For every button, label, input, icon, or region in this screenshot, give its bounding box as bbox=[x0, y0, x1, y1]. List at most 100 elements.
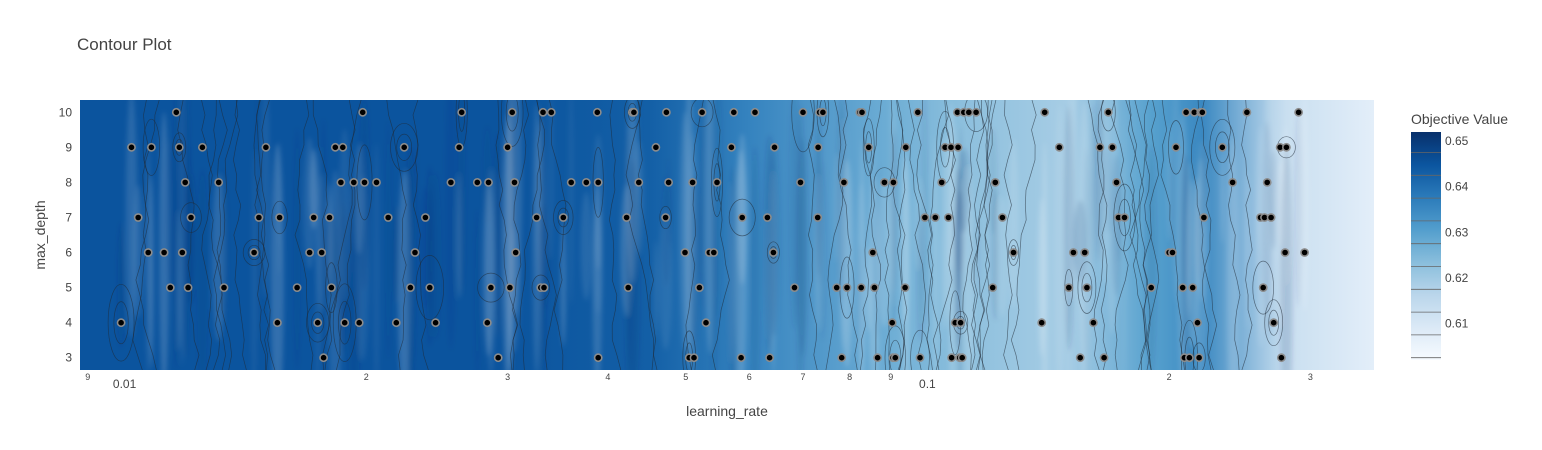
trial-point[interactable] bbox=[383, 213, 393, 222]
trial-point[interactable] bbox=[1185, 353, 1194, 363]
trial-point[interactable] bbox=[634, 177, 644, 187]
trial-point[interactable] bbox=[1075, 353, 1085, 363]
trial-point[interactable] bbox=[736, 353, 746, 363]
trial-point[interactable] bbox=[146, 142, 156, 152]
trial-point[interactable] bbox=[837, 353, 847, 363]
trial-point[interactable] bbox=[1095, 142, 1105, 152]
trial-point[interactable] bbox=[947, 353, 956, 363]
trial-point[interactable] bbox=[680, 248, 690, 257]
trial-point[interactable] bbox=[662, 107, 671, 117]
trial-point[interactable] bbox=[360, 177, 369, 187]
trial-point[interactable] bbox=[629, 107, 639, 117]
trial-point[interactable] bbox=[770, 142, 779, 152]
trial-point[interactable] bbox=[116, 318, 126, 328]
trial-point[interactable] bbox=[930, 213, 940, 222]
trial-point[interactable] bbox=[317, 248, 327, 257]
trial-point[interactable] bbox=[558, 213, 568, 222]
trial-point[interactable] bbox=[1277, 353, 1286, 363]
trial-point[interactable] bbox=[688, 177, 697, 187]
trial-point[interactable] bbox=[1193, 318, 1202, 328]
trial-point[interactable] bbox=[864, 142, 874, 152]
trial-point[interactable] bbox=[319, 353, 328, 363]
trial-point[interactable] bbox=[727, 142, 736, 152]
trial-point[interactable] bbox=[1194, 353, 1204, 363]
trial-point[interactable] bbox=[887, 318, 897, 328]
trial-point[interactable] bbox=[1181, 107, 1191, 117]
trial-points[interactable] bbox=[116, 107, 1309, 363]
trial-point[interactable] bbox=[593, 353, 603, 363]
trial-point[interactable] bbox=[873, 353, 882, 363]
trial-point[interactable] bbox=[457, 107, 467, 117]
trial-point[interactable] bbox=[1217, 142, 1227, 152]
trial-point[interactable] bbox=[454, 142, 464, 152]
trial-point[interactable] bbox=[532, 213, 541, 222]
trial-point[interactable] bbox=[946, 142, 956, 152]
trial-point[interactable] bbox=[484, 177, 493, 187]
trial-point[interactable] bbox=[1009, 248, 1018, 257]
trial-point[interactable] bbox=[813, 213, 823, 222]
trial-point[interactable] bbox=[446, 177, 456, 187]
trial-point[interactable] bbox=[750, 107, 760, 117]
trial-point[interactable] bbox=[486, 283, 496, 292]
trial-point[interactable] bbox=[971, 107, 981, 117]
trial-point[interactable] bbox=[581, 177, 591, 187]
trial-point[interactable] bbox=[410, 248, 420, 257]
trial-point[interactable] bbox=[593, 177, 603, 187]
trial-point[interactable] bbox=[1282, 142, 1291, 152]
trial-point[interactable] bbox=[651, 142, 661, 152]
trial-point[interactable] bbox=[798, 107, 808, 117]
trial-point[interactable] bbox=[868, 248, 878, 257]
trial-point[interactable] bbox=[305, 248, 314, 257]
trial-point[interactable] bbox=[177, 248, 187, 257]
trial-point[interactable] bbox=[842, 283, 852, 292]
trial-point[interactable] bbox=[1037, 318, 1047, 328]
trial-point[interactable] bbox=[1262, 177, 1272, 187]
trial-point[interactable] bbox=[546, 107, 556, 117]
trial-point[interactable] bbox=[425, 283, 435, 292]
trial-point[interactable] bbox=[900, 283, 910, 292]
trial-point[interactable] bbox=[857, 107, 867, 117]
trial-point[interactable] bbox=[1103, 107, 1113, 117]
trial-point[interactable] bbox=[729, 107, 739, 117]
trial-point[interactable] bbox=[953, 142, 963, 152]
trial-point[interactable] bbox=[1146, 283, 1156, 292]
trial-point[interactable] bbox=[1089, 318, 1098, 328]
trial-point[interactable] bbox=[143, 248, 153, 257]
trial-point[interactable] bbox=[503, 142, 512, 152]
trial-point[interactable] bbox=[1069, 248, 1078, 257]
trial-point[interactable] bbox=[880, 177, 889, 187]
trial-point[interactable] bbox=[354, 318, 364, 328]
trial-point[interactable] bbox=[920, 213, 930, 222]
trial-point[interactable] bbox=[623, 283, 633, 292]
trial-point[interactable] bbox=[769, 248, 778, 257]
trial-point[interactable] bbox=[538, 107, 548, 117]
trial-point[interactable] bbox=[1120, 213, 1129, 222]
trial-point[interactable] bbox=[174, 142, 184, 152]
trial-point[interactable] bbox=[183, 283, 193, 292]
trial-point[interactable] bbox=[890, 353, 900, 363]
trial-point[interactable] bbox=[737, 213, 747, 222]
trial-point[interactable] bbox=[133, 213, 143, 222]
trial-point[interactable] bbox=[1280, 248, 1290, 257]
trial-point[interactable] bbox=[1040, 107, 1050, 117]
trial-point[interactable] bbox=[697, 107, 707, 117]
trial-point[interactable] bbox=[214, 177, 224, 187]
trial-point[interactable] bbox=[340, 318, 350, 328]
trial-point[interactable] bbox=[1178, 283, 1188, 292]
trial-point[interactable] bbox=[709, 248, 719, 257]
trial-point[interactable] bbox=[391, 318, 401, 328]
trial-point[interactable] bbox=[1168, 248, 1177, 257]
trial-point[interactable] bbox=[1054, 142, 1064, 152]
trial-point[interactable] bbox=[186, 213, 196, 222]
trial-point[interactable] bbox=[839, 177, 849, 187]
trial-point[interactable] bbox=[592, 107, 602, 117]
trial-point[interactable] bbox=[818, 107, 828, 117]
trial-point[interactable] bbox=[1064, 283, 1074, 292]
trial-point[interactable] bbox=[219, 283, 229, 292]
trial-point[interactable] bbox=[913, 107, 923, 117]
trial-point[interactable] bbox=[1199, 213, 1209, 222]
trial-point[interactable] bbox=[127, 142, 136, 152]
trial-point[interactable] bbox=[765, 353, 774, 363]
trial-point[interactable] bbox=[1082, 283, 1092, 292]
trial-point[interactable] bbox=[1242, 107, 1252, 117]
